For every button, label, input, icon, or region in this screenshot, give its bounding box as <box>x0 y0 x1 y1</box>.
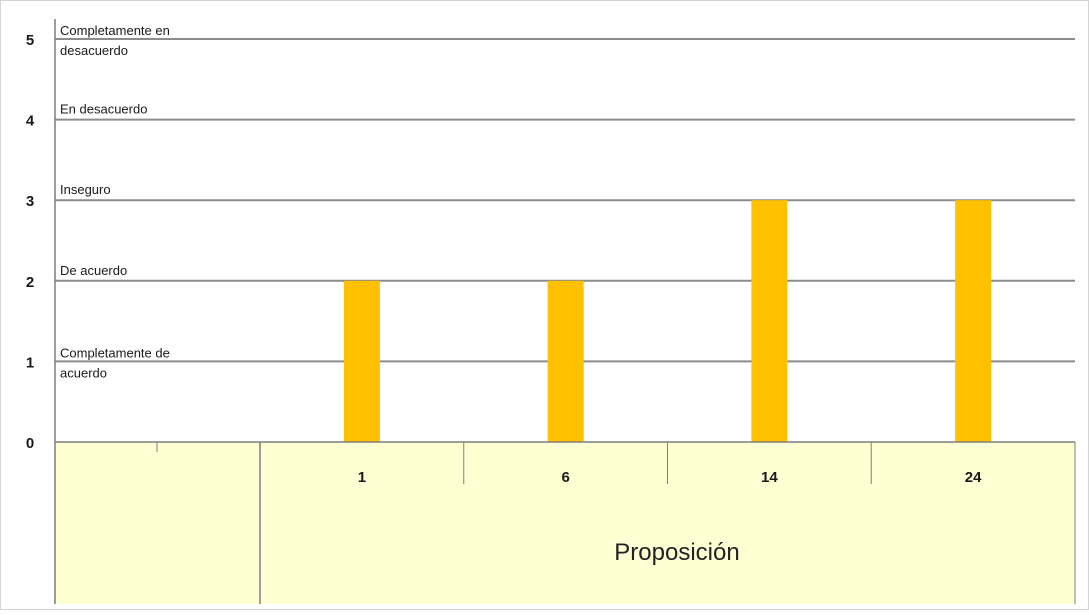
y-tick-label: 2 <box>26 274 34 291</box>
bar <box>343 280 380 442</box>
x-tick-label: 6 <box>561 469 569 486</box>
x-tick-labels: 1 6 14 24 <box>358 469 982 486</box>
y-tick-label: 5 <box>26 32 34 49</box>
level-label-line: Completamente de <box>60 345 170 360</box>
bar <box>547 280 584 442</box>
y-tick-label: 0 <box>26 435 34 452</box>
level-label-line: Inseguro <box>60 182 111 197</box>
level-label: Completamente de acuerdo <box>60 345 170 380</box>
level-label-line: Completamente en <box>60 23 170 38</box>
x-tick-label: 14 <box>761 469 778 486</box>
x-tick-label: 24 <box>965 469 982 486</box>
bars <box>343 200 992 442</box>
x-axis-area <box>55 442 1075 604</box>
level-label-line: En desacuerdo <box>60 102 147 117</box>
bar <box>751 200 788 442</box>
bar <box>955 200 992 442</box>
level-label-line: acuerdo <box>60 365 107 380</box>
level-label: Completamente en desacuerdo <box>60 23 170 58</box>
level-label-line: desacuerdo <box>60 43 128 58</box>
level-labels: Completamente en desacuerdo En desacuerdo I… <box>60 23 170 380</box>
y-tick-label: 3 <box>26 193 34 210</box>
y-tick-labels: 0 1 2 3 4 5 <box>26 32 35 452</box>
x-tick-label: 1 <box>358 469 366 486</box>
level-label-line: De acuerdo <box>60 263 127 278</box>
x-axis-title: Proposición <box>614 539 739 566</box>
level-label: En desacuerdo <box>60 102 147 117</box>
level-label: De acuerdo <box>60 263 127 278</box>
level-label: Inseguro <box>60 182 111 197</box>
y-tick-label: 1 <box>26 354 34 371</box>
y-tick-label: 4 <box>26 113 35 130</box>
axes <box>54 19 1076 604</box>
